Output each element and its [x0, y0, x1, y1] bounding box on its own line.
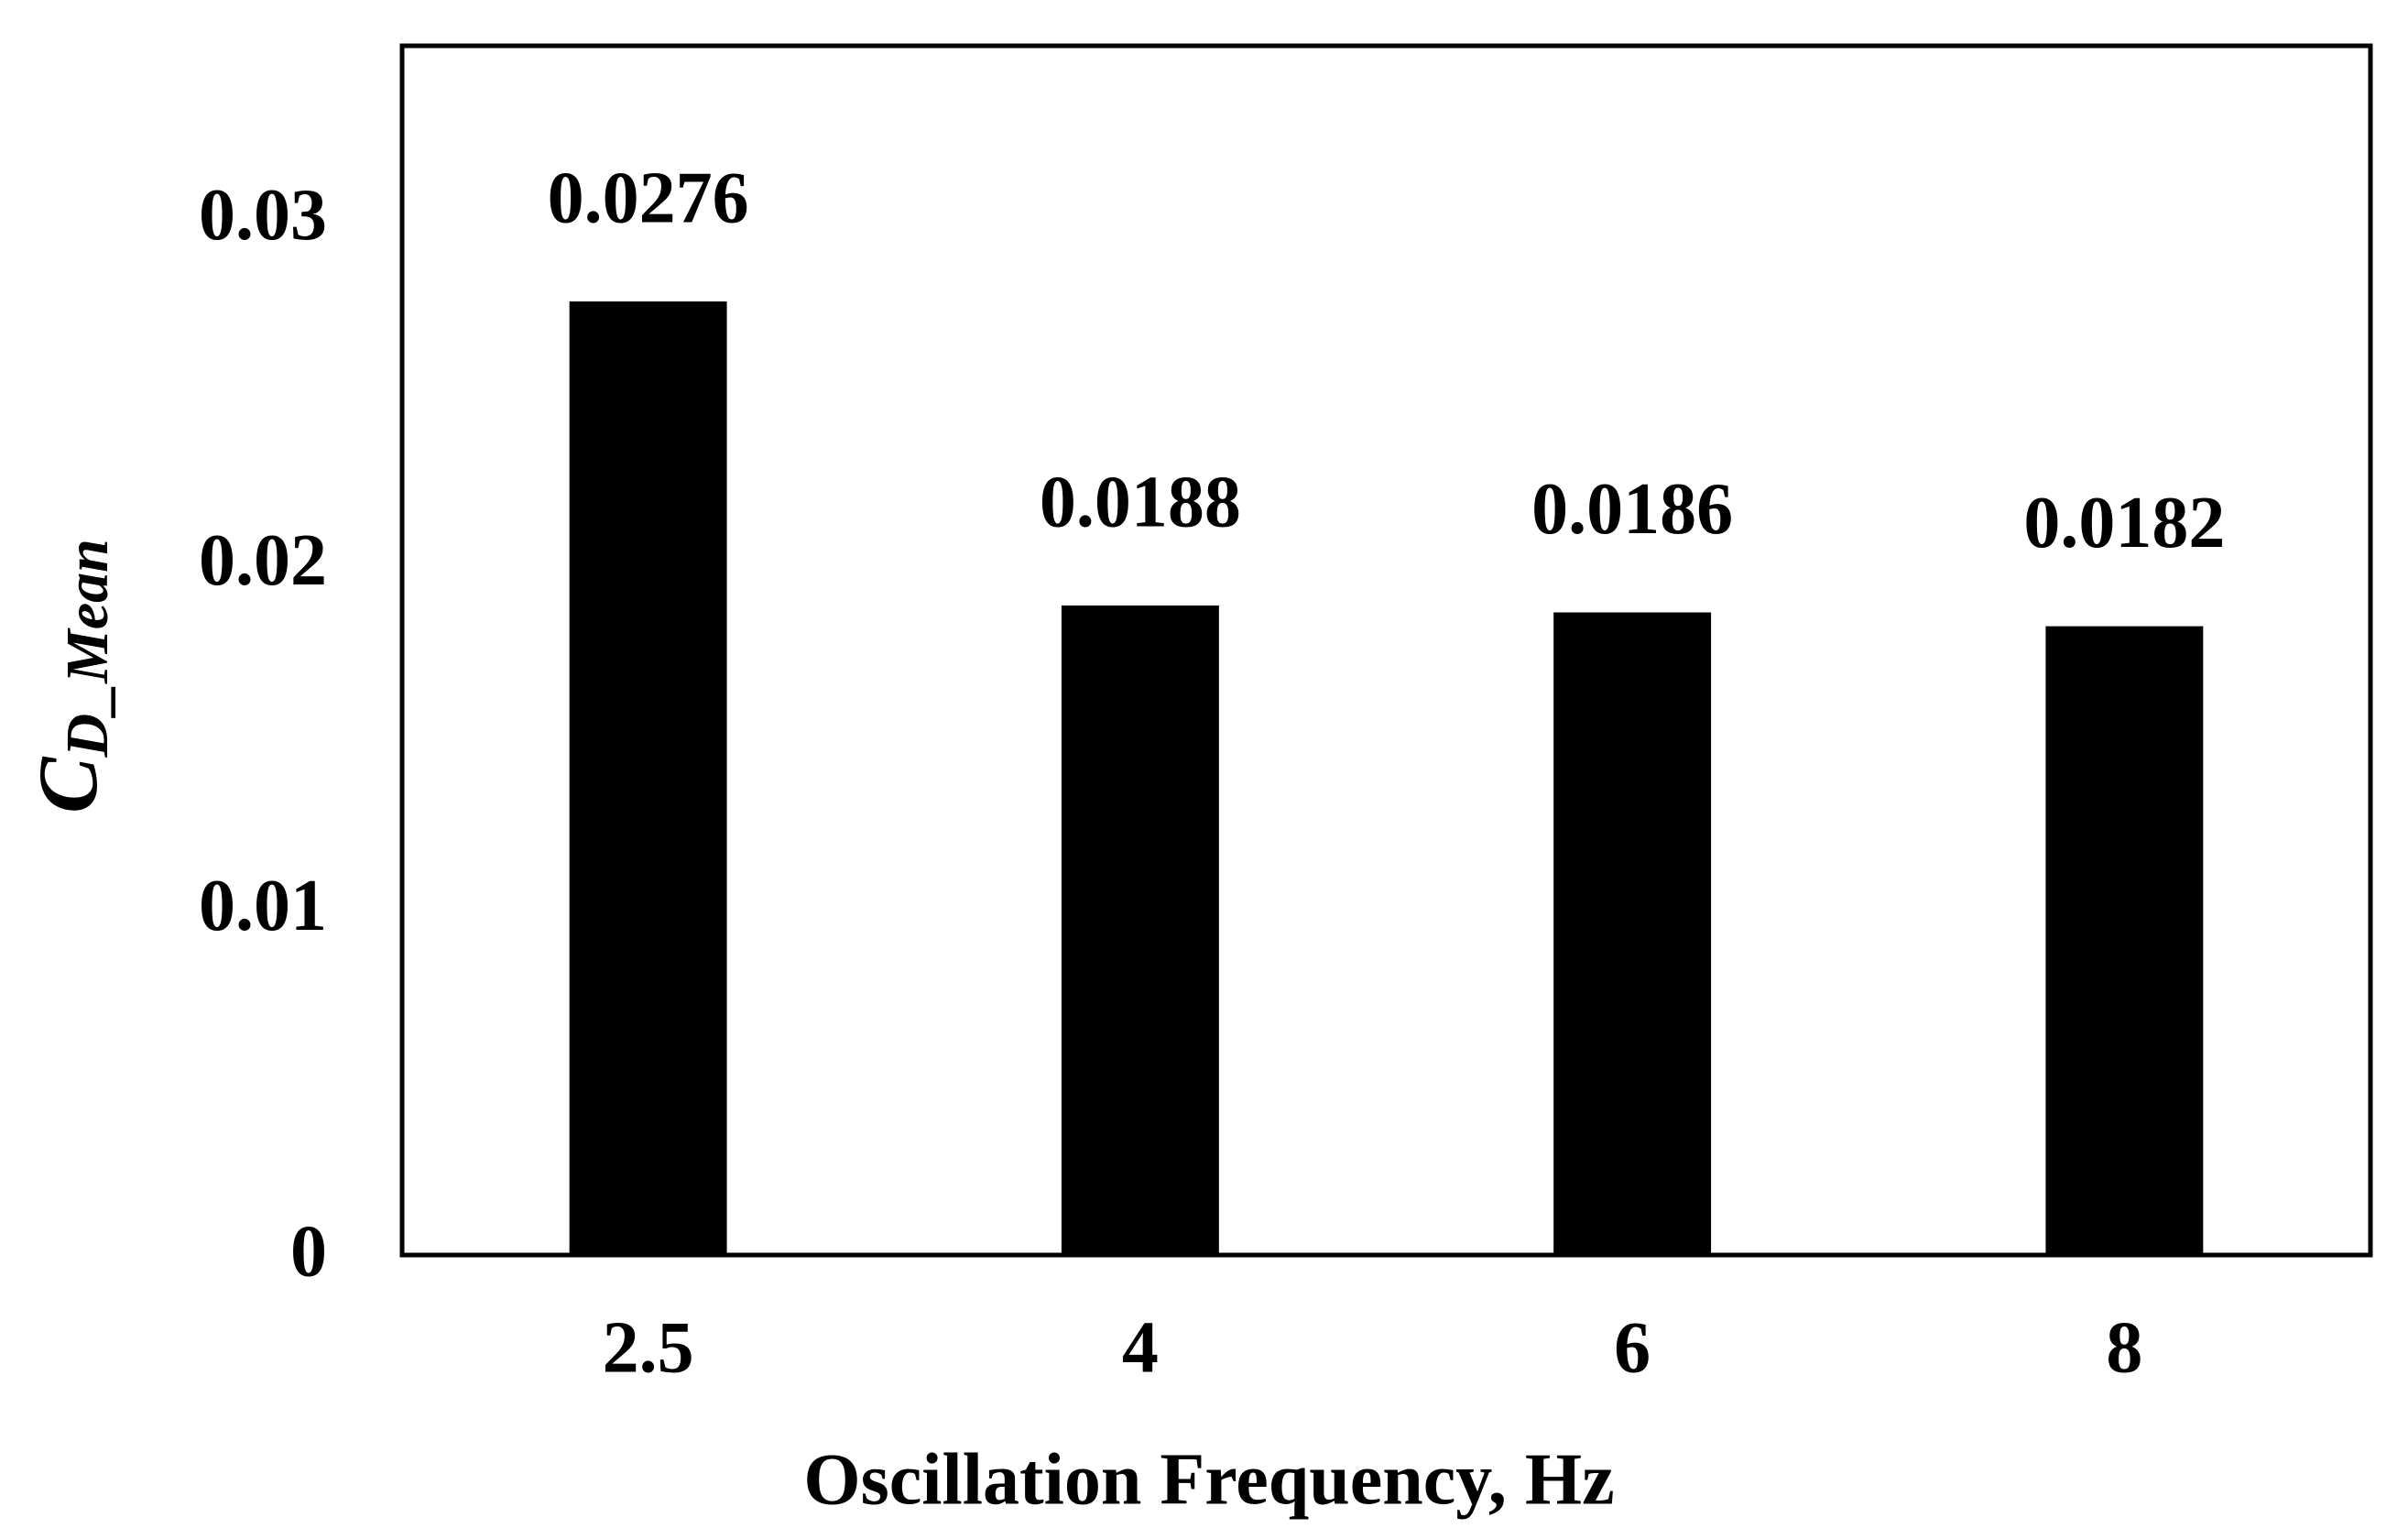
- y-axis-title-main: C: [21, 756, 114, 813]
- x-tick-label: 2.5: [603, 1307, 694, 1388]
- bar: [2045, 626, 2204, 1255]
- y-tick-label: 0.02: [199, 520, 327, 601]
- y-tick-label: 0.03: [199, 175, 327, 256]
- y-axis-title: CD_Mean: [21, 539, 121, 813]
- x-axis-title: Oscillation Frequency, Hz: [803, 1439, 1614, 1520]
- bar: [569, 301, 727, 1256]
- y-tick-label: 0: [290, 1211, 327, 1292]
- data-label: 0.0276: [548, 158, 749, 238]
- x-tick-label: 4: [1122, 1307, 1159, 1388]
- bar: [1553, 612, 1712, 1255]
- y-axis-title-subscript: D_Mean: [54, 539, 121, 758]
- data-label: 0.0182: [2023, 483, 2225, 563]
- bar: [1061, 605, 1219, 1255]
- x-tick-label: 6: [1614, 1307, 1651, 1388]
- x-tick-label: 8: [2106, 1307, 2142, 1388]
- data-label: 0.0186: [1531, 469, 1733, 550]
- data-label: 0.0188: [1040, 462, 1241, 542]
- y-tick-label: 0.01: [199, 866, 327, 946]
- plot-frame: [399, 43, 2373, 1258]
